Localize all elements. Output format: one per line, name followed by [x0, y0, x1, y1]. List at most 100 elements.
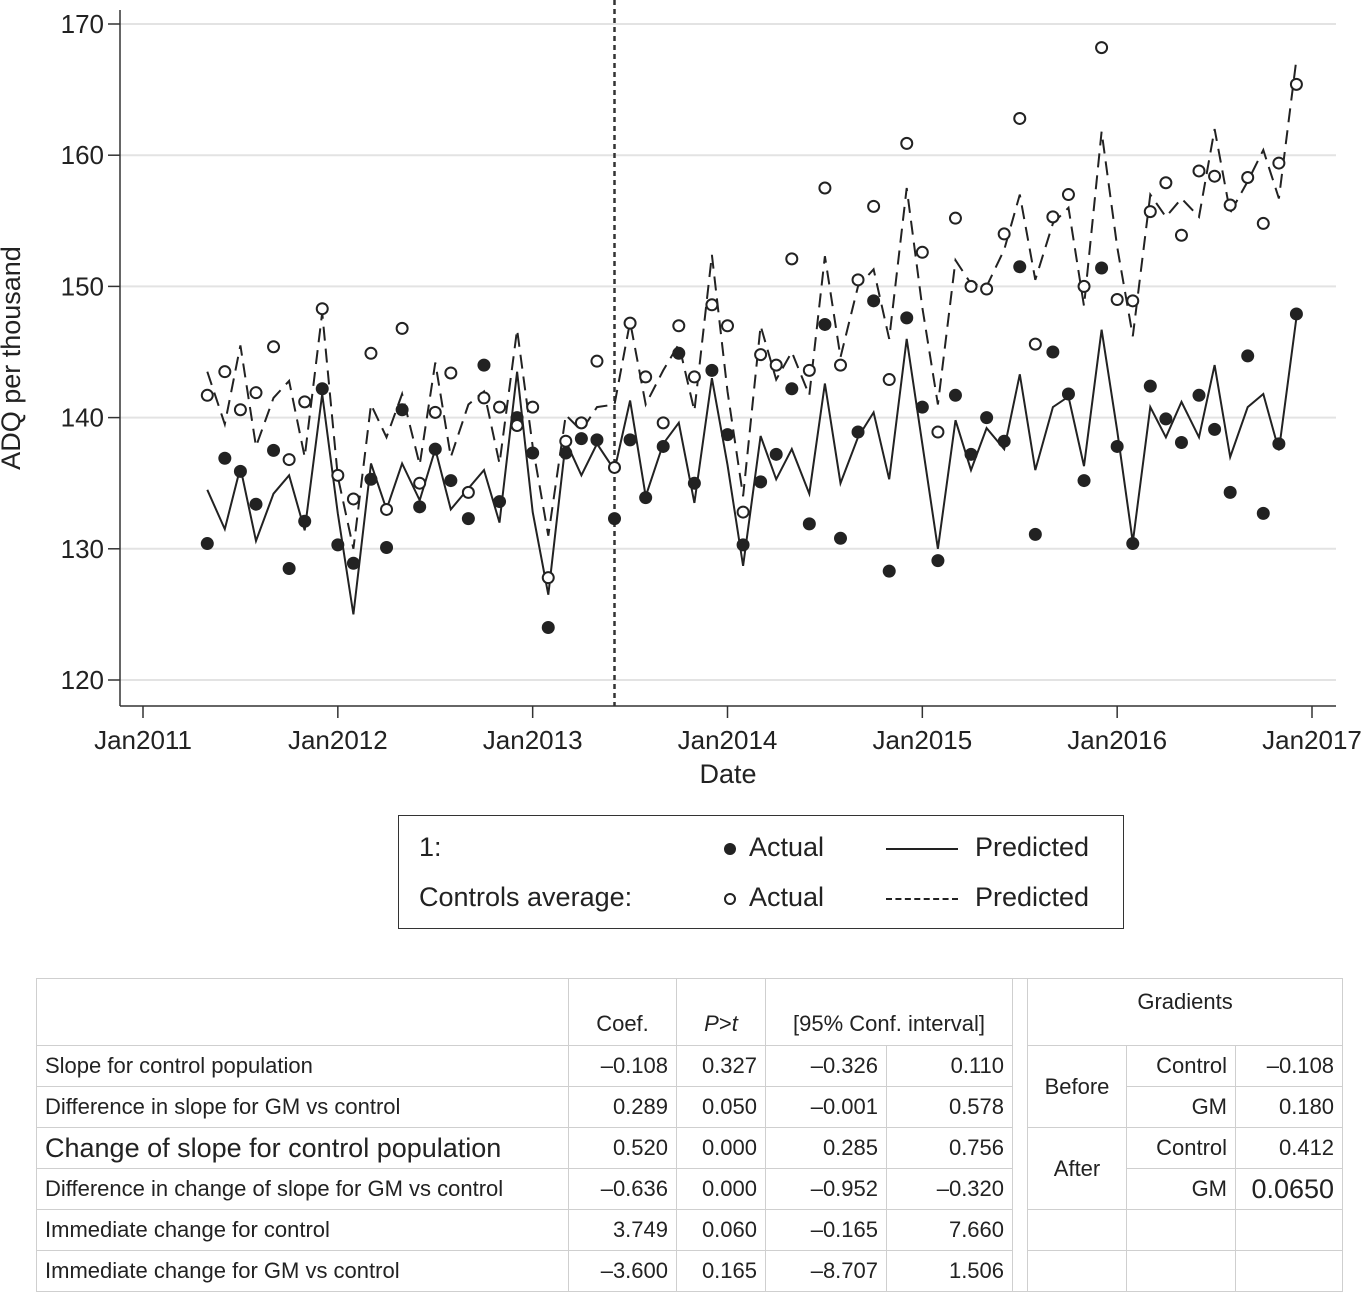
row-ci-low: –0.165 — [765, 1209, 887, 1251]
controls-actual-point — [882, 373, 896, 387]
row-ci-low: –0.952 — [765, 1168, 887, 1210]
header-blank — [36, 978, 569, 1046]
row-ci-low: –8.707 — [765, 1250, 887, 1292]
gradient-after-gm-label: GM — [1126, 1168, 1237, 1210]
table-separator — [1012, 978, 1029, 1292]
controls-actual-point — [461, 485, 475, 499]
controls-actual-point — [1046, 210, 1060, 224]
controls-actual-point — [607, 460, 621, 474]
results-table: Coef. P>t [95% Conf. interval] Gradients… — [36, 978, 1344, 1292]
gm-actual-point — [705, 363, 719, 377]
gm-actual-point — [1289, 307, 1303, 321]
controls-actual-point — [526, 400, 540, 414]
y-tick-label: 160 — [61, 140, 104, 170]
controls-actual-point — [948, 211, 962, 225]
gm-actual-point — [997, 434, 1011, 448]
gm-actual-point — [200, 537, 214, 551]
predicted-lines — [206, 59, 1298, 615]
empty-cell — [1235, 1250, 1344, 1292]
gm-actual-point — [315, 382, 329, 396]
controls-actual-point — [705, 298, 719, 312]
row-ci-high: 7.660 — [885, 1209, 1014, 1251]
controls-actual-point — [1061, 188, 1075, 202]
gm-actual-point — [754, 475, 768, 489]
controls-actual-point — [1241, 171, 1255, 185]
gm-actual-point — [851, 425, 865, 439]
row-ci-high: 0.578 — [885, 1086, 1014, 1128]
legend-dashed-line — [886, 898, 958, 900]
y-tick-label: 150 — [61, 271, 104, 301]
gm-actual-point — [590, 433, 604, 447]
gm-actual-point — [1241, 349, 1255, 363]
gm-actual-point — [413, 500, 427, 514]
empty-cell — [1235, 1209, 1344, 1251]
gm-actual-point — [1192, 388, 1206, 402]
row-coef: 0.289 — [568, 1086, 677, 1128]
controls-actual-point — [980, 282, 994, 296]
gm-actual-point — [249, 497, 263, 511]
controls-actual-point — [218, 365, 232, 379]
x-tick-label: Jan2013 — [483, 725, 583, 755]
x-tick-label: Jan2017 — [1262, 725, 1362, 755]
gradient-after-control: 0.412 — [1235, 1127, 1344, 1169]
axes — [108, 10, 1336, 718]
x-tick-label: Jan2016 — [1067, 725, 1167, 755]
gm-actual-point — [1061, 387, 1075, 401]
row-ci-low: 0.285 — [765, 1127, 887, 1169]
row-p: 0.165 — [676, 1250, 766, 1292]
controls-actual-point — [687, 370, 701, 384]
controls-actual-point — [1077, 279, 1091, 293]
controls-actual-point — [493, 400, 507, 414]
gm-actual-point — [477, 358, 491, 372]
row-ci-high: –0.320 — [885, 1168, 1014, 1210]
gm-actual-point — [1046, 345, 1060, 359]
row-label: Difference in slope for GM vs control — [36, 1086, 569, 1128]
row-label: Slope for control population — [36, 1045, 569, 1087]
gm-actual-point — [364, 472, 378, 486]
controls-actual-point — [249, 386, 263, 400]
row-p: 0.000 — [676, 1127, 766, 1169]
controls-actual-point — [331, 468, 345, 482]
gm-predicted-line — [206, 317, 1298, 615]
gm-actual-point — [964, 447, 978, 461]
gm-actual-point — [267, 443, 281, 457]
controls-actual-point — [574, 416, 588, 430]
row-label: Immediate change for GM vs control — [36, 1250, 569, 1292]
controls-actual-point — [639, 370, 653, 384]
controls-actual-point — [623, 316, 637, 330]
controls-actual-point — [1126, 294, 1140, 308]
gm-actual-point — [1159, 412, 1173, 426]
gm-actual-point — [948, 388, 962, 402]
gm-actual-point — [607, 512, 621, 526]
gm-actual-point — [1223, 485, 1237, 499]
controls-actual-point — [915, 245, 929, 259]
gm-actual-point — [915, 400, 929, 414]
empty-cell — [1126, 1250, 1237, 1292]
tick-labels: 120 130 140 150 160 170 Jan2011 Jan2012 Jan2013 J… — [61, 9, 1362, 755]
row-coef: –0.108 — [568, 1045, 677, 1087]
legend-predicted-label-2: Predicted — [975, 882, 1090, 912]
gm-actual-point — [785, 382, 799, 396]
gm-actual-point — [444, 474, 458, 488]
row-p: 0.050 — [676, 1086, 766, 1128]
row-ci-high: 0.756 — [885, 1127, 1014, 1169]
gm-actual-point — [346, 556, 360, 570]
controls-actual-point — [1208, 169, 1222, 183]
gm-actual-point — [493, 495, 507, 509]
controls-actual-point — [1095, 41, 1109, 55]
gm-actual-point — [882, 564, 896, 578]
x-tick-label: Jan2011 — [94, 725, 192, 755]
controls-actual-point — [656, 416, 670, 430]
gm-actual-point — [526, 446, 540, 460]
controls-actual-point — [200, 388, 214, 402]
controls-actual-point — [364, 346, 378, 360]
gm-actual-point — [931, 554, 945, 568]
controls-actual-point — [672, 319, 686, 333]
controls-actual-point — [395, 321, 409, 335]
gm-actual-point — [1256, 506, 1270, 520]
gradient-before-gm: 0.180 — [1235, 1086, 1344, 1128]
gm-actual-point — [541, 621, 555, 635]
gm-actual-point — [574, 432, 588, 446]
x-tick-label: Jan2014 — [678, 725, 778, 755]
legend: 1: Actual Predicted Controls average: Ac… — [398, 815, 1124, 929]
